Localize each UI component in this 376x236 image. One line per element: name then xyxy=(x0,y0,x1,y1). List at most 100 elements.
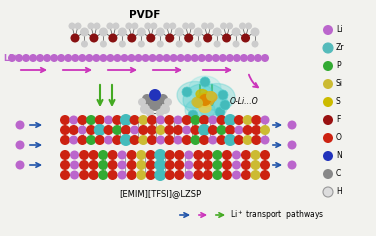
Circle shape xyxy=(70,151,79,160)
Circle shape xyxy=(99,54,108,62)
Circle shape xyxy=(241,150,251,160)
Circle shape xyxy=(60,160,70,170)
Circle shape xyxy=(323,61,333,71)
Circle shape xyxy=(323,133,333,143)
Circle shape xyxy=(226,22,233,30)
Circle shape xyxy=(199,115,209,125)
Text: S: S xyxy=(336,97,341,106)
Circle shape xyxy=(70,160,79,169)
Circle shape xyxy=(60,135,70,145)
Circle shape xyxy=(177,54,185,62)
Circle shape xyxy=(131,22,138,30)
Circle shape xyxy=(79,170,89,180)
Circle shape xyxy=(240,54,248,62)
Circle shape xyxy=(120,114,132,126)
Circle shape xyxy=(36,54,44,62)
Circle shape xyxy=(108,34,117,42)
Circle shape xyxy=(194,28,203,37)
Circle shape xyxy=(184,34,193,42)
Circle shape xyxy=(138,98,146,106)
Circle shape xyxy=(182,126,191,135)
Text: Li$^+$: Li$^+$ xyxy=(3,52,19,64)
Circle shape xyxy=(112,22,120,30)
Ellipse shape xyxy=(196,89,208,98)
Circle shape xyxy=(169,22,176,30)
Circle shape xyxy=(86,125,96,135)
Circle shape xyxy=(250,150,261,160)
Circle shape xyxy=(174,170,184,180)
Circle shape xyxy=(212,160,222,170)
Circle shape xyxy=(74,22,82,30)
Circle shape xyxy=(118,28,127,37)
Circle shape xyxy=(156,125,166,135)
Ellipse shape xyxy=(177,81,213,109)
Circle shape xyxy=(193,160,203,170)
Circle shape xyxy=(165,150,175,160)
Circle shape xyxy=(198,54,206,62)
Circle shape xyxy=(190,115,200,125)
Circle shape xyxy=(212,170,222,180)
Circle shape xyxy=(68,22,76,30)
Circle shape xyxy=(182,87,192,97)
Circle shape xyxy=(108,160,118,170)
Circle shape xyxy=(182,22,189,30)
Circle shape xyxy=(217,115,226,125)
Circle shape xyxy=(174,135,182,144)
Text: Zr: Zr xyxy=(336,43,344,52)
Text: P: P xyxy=(336,62,341,71)
Text: O: O xyxy=(336,134,342,143)
Circle shape xyxy=(106,22,114,30)
Circle shape xyxy=(207,22,214,30)
Circle shape xyxy=(288,160,297,169)
Circle shape xyxy=(250,160,261,170)
Circle shape xyxy=(199,135,209,145)
Circle shape xyxy=(260,160,270,170)
Circle shape xyxy=(241,170,251,180)
Circle shape xyxy=(15,140,24,149)
Circle shape xyxy=(135,54,143,62)
Circle shape xyxy=(106,54,114,62)
Circle shape xyxy=(260,170,270,180)
Circle shape xyxy=(188,110,198,120)
Ellipse shape xyxy=(192,97,206,107)
Circle shape xyxy=(232,170,241,180)
Circle shape xyxy=(160,104,170,114)
Circle shape xyxy=(120,54,129,62)
Circle shape xyxy=(184,54,192,62)
Circle shape xyxy=(146,150,156,160)
Circle shape xyxy=(226,54,234,62)
Circle shape xyxy=(138,115,148,125)
Circle shape xyxy=(81,41,88,47)
Circle shape xyxy=(224,114,236,126)
Circle shape xyxy=(79,150,89,160)
Circle shape xyxy=(212,28,221,37)
Circle shape xyxy=(100,41,107,47)
Circle shape xyxy=(130,115,139,125)
Circle shape xyxy=(241,34,250,42)
Ellipse shape xyxy=(183,84,227,117)
Circle shape xyxy=(29,54,37,62)
Text: PVDF: PVDF xyxy=(129,10,161,20)
Circle shape xyxy=(251,135,261,145)
Circle shape xyxy=(158,94,168,104)
Circle shape xyxy=(78,126,87,135)
Circle shape xyxy=(232,151,241,160)
Circle shape xyxy=(140,104,150,114)
Circle shape xyxy=(70,170,79,180)
Circle shape xyxy=(184,170,193,180)
Circle shape xyxy=(241,160,251,170)
Text: Si: Si xyxy=(336,80,343,88)
Circle shape xyxy=(89,34,99,42)
Circle shape xyxy=(222,150,232,160)
Circle shape xyxy=(69,125,79,135)
Circle shape xyxy=(208,135,217,144)
Circle shape xyxy=(89,150,99,160)
Circle shape xyxy=(163,22,170,30)
Circle shape xyxy=(125,22,132,30)
Circle shape xyxy=(261,115,270,125)
Circle shape xyxy=(79,160,89,170)
Circle shape xyxy=(212,54,220,62)
Circle shape xyxy=(119,41,126,47)
Circle shape xyxy=(191,54,199,62)
Circle shape xyxy=(15,160,24,169)
